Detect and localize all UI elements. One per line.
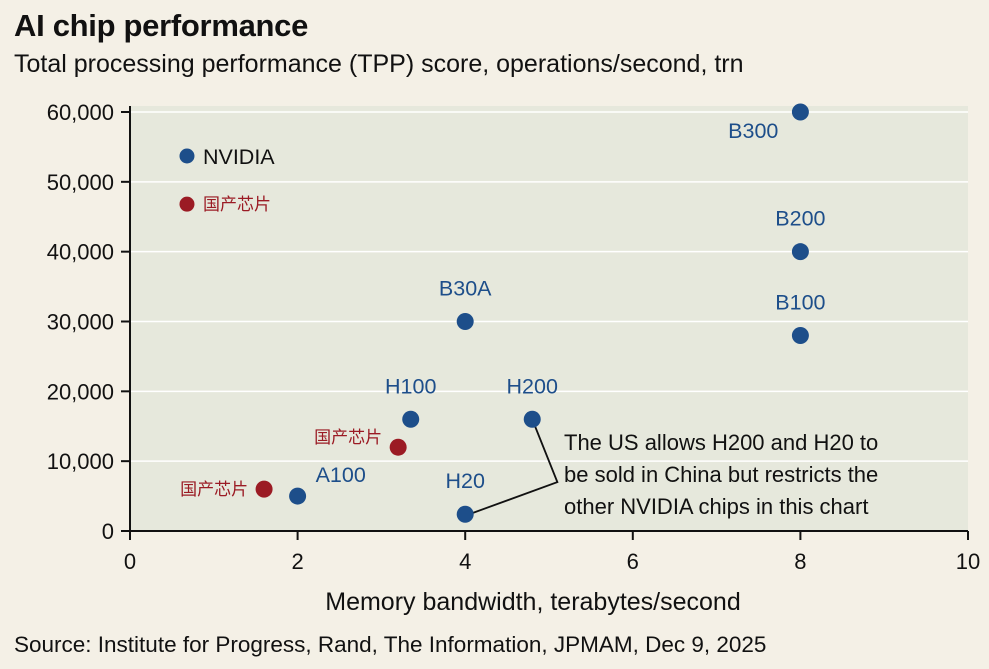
y-tick-label: 40,000: [47, 240, 114, 265]
x-tick-label: 2: [291, 549, 303, 574]
y-tick-label: 0: [102, 519, 114, 544]
chart-subtitle: Total processing performance (TPP) score…: [14, 50, 744, 78]
y-tick-label: 10,000: [47, 449, 114, 474]
y-tick-label: 50,000: [47, 170, 114, 195]
y-tick-label: 60,000: [47, 100, 114, 125]
nvidia-point: [456, 313, 474, 330]
chart-title: AI chip performance: [14, 8, 309, 43]
x-tick-label: 6: [627, 549, 639, 574]
china-point-label: 国产芯片: [180, 480, 248, 500]
nvidia-point-label: B100: [775, 290, 825, 314]
nvidia-point-label: H100: [385, 374, 436, 398]
nvidia-point-label: H20: [445, 469, 484, 493]
source-note: Source: Institute for Progress, Rand, Th…: [14, 632, 767, 657]
nvidia-point-label: B30A: [439, 277, 492, 301]
nvidia-point: [402, 410, 420, 428]
nvidia-point-label: A100: [316, 463, 366, 487]
china-point: [389, 438, 407, 456]
y-tick-label: 30,000: [47, 310, 114, 335]
legend-marker-china: [179, 196, 195, 212]
china-point: [255, 480, 273, 498]
x-axis-label: Memory bandwidth, terabytes/second: [325, 588, 741, 616]
x-tick-label: 8: [794, 549, 806, 574]
china-point-label: 国产芯片: [314, 428, 382, 448]
x-tick-label: 0: [124, 549, 136, 574]
nvidia-point: [791, 103, 809, 121]
annotation-text-line: The US allows H200 and H20 to: [564, 430, 878, 455]
nvidia-point: [289, 487, 307, 505]
nvidia-point-label: B300: [728, 119, 778, 143]
nvidia-point: [456, 505, 474, 523]
annotation-text-line: other NVIDIA chips in this chart: [564, 494, 868, 519]
x-tick-label: 10: [956, 549, 980, 574]
annotation-text-line: be sold in China but restricts the: [564, 462, 878, 487]
nvidia-point-label: H200: [507, 374, 558, 398]
x-tick-label: 4: [459, 549, 471, 574]
nvidia-point-label: B200: [775, 207, 825, 231]
nvidia-point: [523, 410, 541, 428]
legend-marker-nvidia: [179, 148, 195, 164]
nvidia-point: [791, 326, 809, 344]
annotation-leader-line: [468, 418, 559, 516]
legend-label-china: 国产芯片: [203, 195, 271, 215]
legend-label-nvidia: NVIDIA: [203, 145, 275, 169]
y-tick-label: 20,000: [47, 379, 114, 404]
nvidia-point: [791, 243, 809, 261]
